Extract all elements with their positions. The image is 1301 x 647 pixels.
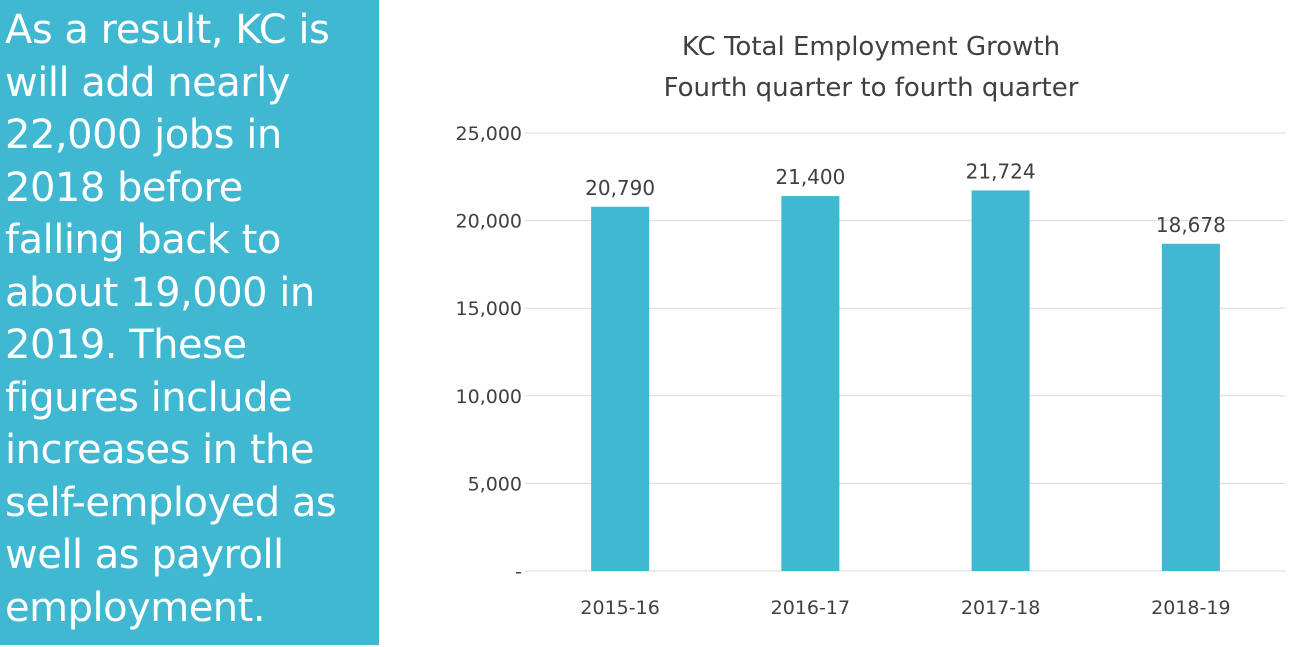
chart-title: KC Total Employment Growth <box>682 32 1060 62</box>
bars <box>591 190 1220 572</box>
data-label: 20,790 <box>585 176 655 200</box>
data-label: 18,678 <box>1156 213 1226 237</box>
y-tick-label: 10,000 <box>456 386 522 408</box>
data-labels: 20,790 21,400 21,724 18,678 <box>585 159 1226 236</box>
y-tick-label: - <box>515 561 522 583</box>
commentary-panel: As a result, KC is will add nearly 22,00… <box>0 0 379 645</box>
category-label: 2017-18 <box>961 597 1040 619</box>
y-tick-label: 20,000 <box>456 211 522 233</box>
category-label: 2018-19 <box>1151 597 1230 619</box>
bar <box>591 206 650 571</box>
data-label: 21,400 <box>775 165 845 189</box>
category-label: 2016-17 <box>771 597 850 619</box>
bar <box>971 190 1030 572</box>
gridlines <box>525 132 1286 572</box>
bar <box>1161 243 1220 571</box>
x-axis-categories: 2015-16 2016-17 2017-18 2018-19 <box>580 597 1230 619</box>
y-tick-label: 5,000 <box>468 473 522 495</box>
category-label: 2015-16 <box>580 597 659 619</box>
commentary-text: As a result, KC is will add nearly 22,00… <box>5 7 337 631</box>
bar <box>781 196 840 571</box>
y-tick-label: 15,000 <box>456 298 522 320</box>
y-tick-label: 25,000 <box>456 123 522 145</box>
data-label: 21,724 <box>966 159 1036 183</box>
chart-subtitle: Fourth quarter to fourth quarter <box>664 73 1079 103</box>
employment-growth-chart: KC Total Employment Growth Fourth quarte… <box>456 32 1286 619</box>
y-axis-ticks: - 5,000 10,000 15,000 20,000 25,000 <box>456 123 522 583</box>
